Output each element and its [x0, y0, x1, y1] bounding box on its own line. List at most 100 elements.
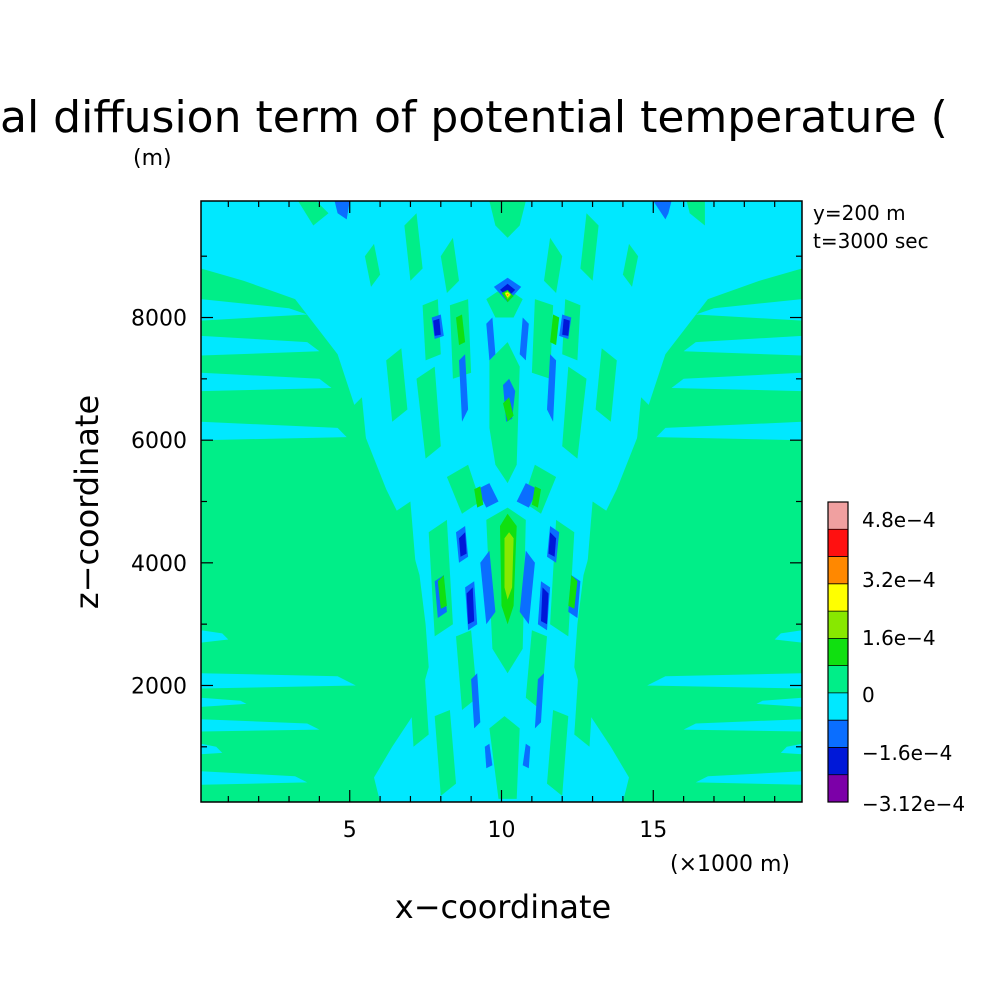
x-axis-label: x−coordinate — [395, 888, 611, 926]
contour-region-12 — [201, 719, 320, 732]
contour-region-95 — [568, 575, 578, 609]
colorbar-label-5: −3.12e−4 — [862, 792, 965, 816]
contour-region-63 — [486, 317, 496, 361]
contour-region-0 — [201, 201, 802, 802]
contour-region-1 — [201, 299, 308, 321]
contour-region-40 — [349, 397, 368, 471]
contour-region-15 — [774, 630, 802, 643]
contour-region-79 — [534, 673, 544, 729]
contour-region-58 — [334, 201, 350, 220]
contour-region-59 — [653, 201, 672, 220]
y-axis-label: z−coordinate — [68, 395, 106, 609]
contour-region-80 — [484, 743, 493, 769]
contour-region-82 — [433, 318, 441, 336]
y-tick-label-6000: 6000 — [131, 429, 187, 454]
contour-region-3 — [201, 372, 332, 392]
contour-region-57 — [604, 562, 617, 612]
contour-region-10 — [201, 673, 356, 689]
colorbar-swatch-4 — [828, 611, 848, 639]
contour-region-31 — [562, 299, 581, 361]
y-tick-labels: 2000 4000 6000 8000 — [131, 307, 187, 700]
contour-region-38 — [416, 366, 441, 459]
contour-region-83 — [562, 318, 570, 336]
contour-region-91 — [503, 397, 514, 422]
x-tick-label-10: 10 — [488, 818, 516, 843]
y-axis-unit: (m) — [133, 146, 172, 171]
contour-region-4 — [201, 421, 347, 441]
colorbar-label-3: 0 — [862, 683, 875, 707]
contour-region-73 — [519, 550, 535, 625]
colorbar-frame — [827, 501, 849, 803]
contour-region-97 — [531, 486, 541, 508]
colorbar-label-0: 4.8e−4 — [862, 508, 936, 532]
colorbar-swatch-5 — [828, 638, 848, 667]
contour-region-26 — [580, 213, 599, 281]
contour-region-101 — [506, 293, 509, 297]
contour-region-85 — [548, 532, 557, 557]
colorbar-label-1: 3.2e−4 — [862, 568, 936, 592]
contour-region-84 — [459, 532, 467, 557]
contour-region-69 — [516, 483, 538, 508]
contour-region-6 — [683, 335, 802, 356]
x-tick-labels: 5 10 15 — [343, 818, 668, 843]
colorbar-swatch-2 — [828, 556, 848, 585]
annotation-y-position: y=200 m — [813, 201, 906, 225]
colorbar-swatch-10 — [828, 774, 848, 803]
contour-region-44 — [392, 501, 420, 625]
colorbar-swatch-3 — [828, 583, 848, 612]
colorbar-labels: 4.8e−4 3.2e−4 1.6e−4 0 −1.6e−4 −3.12e−4 — [862, 508, 965, 816]
annotations: y=200 m t=3000 sec — [813, 201, 929, 253]
contour-region-5 — [695, 299, 802, 321]
contour-region-25 — [404, 213, 423, 281]
contour-region-22 — [686, 201, 705, 226]
x-tick-label-15: 15 — [639, 818, 667, 843]
contour-region-93 — [550, 314, 560, 346]
y-tick-label-4000: 4000 — [131, 552, 187, 577]
contour-region-36 — [386, 348, 408, 422]
colorbar-swatch-6 — [828, 665, 848, 694]
contour-region-2 — [201, 335, 320, 356]
contour-region-24 — [622, 243, 639, 287]
contour-region-98 — [504, 532, 514, 600]
contour-region-28 — [544, 237, 563, 293]
annotation-time: t=3000 sec — [813, 229, 929, 253]
contour-region-29 — [489, 201, 526, 238]
contour-region-35 — [489, 342, 520, 484]
colorbar-label-4: −1.6e−4 — [862, 741, 952, 765]
contour-region-23 — [364, 243, 381, 287]
contour-region-81 — [522, 743, 531, 769]
contour-region-51 — [407, 642, 429, 747]
contour-region-30 — [422, 299, 441, 361]
contour-region-37 — [595, 348, 617, 422]
contour-region-8 — [656, 421, 802, 441]
contour-regions — [201, 201, 802, 802]
contour-region-65 — [459, 354, 469, 422]
colorbar — [827, 501, 849, 803]
contour-region-86 — [466, 587, 475, 625]
contour-region-54 — [547, 710, 569, 796]
contour-region-55 — [489, 716, 520, 799]
y-tick-label-8000: 8000 — [131, 307, 187, 332]
contour-region-64 — [519, 317, 529, 361]
contour-region-21 — [298, 201, 329, 226]
colorbar-swatch-9 — [828, 747, 848, 776]
contour-region-96 — [474, 486, 484, 508]
x-tick-label-5: 5 — [343, 818, 357, 843]
contour-region-39 — [562, 366, 587, 459]
axis-ticks — [201, 201, 802, 802]
contour-region-87 — [541, 587, 549, 625]
contour-region-33 — [531, 299, 554, 379]
contour-region-41 — [635, 397, 654, 471]
contour-region-68 — [477, 483, 499, 508]
contour-region-52 — [574, 642, 596, 747]
chart-title: al diffusion term of potential temperatu… — [0, 92, 948, 143]
colorbar-swatch-7 — [828, 692, 848, 721]
contour-region-7 — [671, 372, 802, 392]
contour-region-11 — [201, 697, 247, 707]
contour-region-9 — [201, 630, 229, 643]
contour-region-14 — [201, 771, 308, 785]
contour-region-42 — [446, 464, 481, 514]
contour-region-94 — [437, 575, 447, 609]
contour-region-16 — [647, 673, 802, 689]
